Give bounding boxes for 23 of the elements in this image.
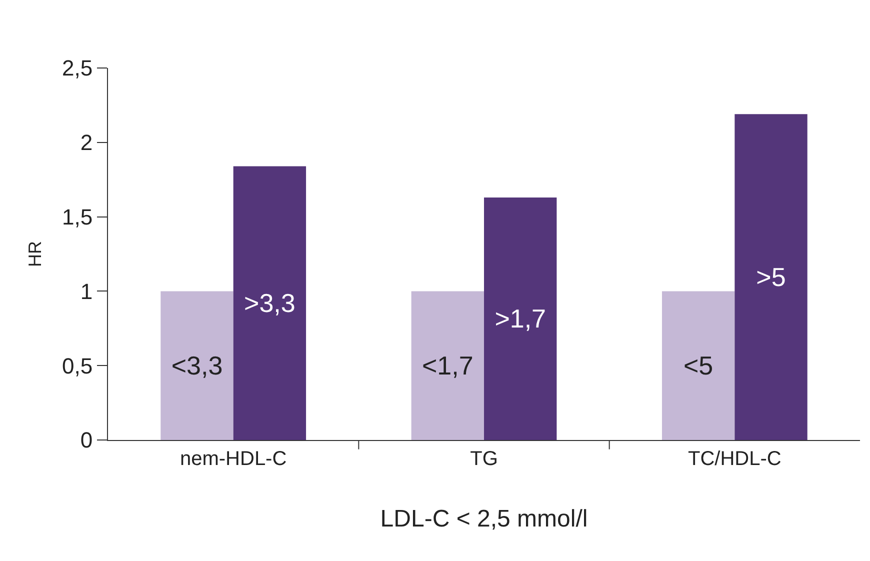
x-axis-title: LDL-C < 2,5 mmol/l [380, 505, 588, 532]
y-tick-label: 2 [80, 130, 93, 156]
data-label: <3,3 [171, 350, 223, 381]
bar [662, 291, 735, 440]
data-label: >1,7 [494, 304, 546, 334]
x-tick-label: TG [470, 448, 498, 470]
bar [411, 291, 484, 440]
bar [233, 166, 306, 440]
bar [734, 114, 808, 440]
bar [484, 197, 557, 440]
y-tick-label: 2,5 [62, 56, 93, 81]
data-label: <1,7 [422, 350, 474, 381]
data-label: >5 [756, 262, 786, 292]
x-tick-label: nem-HDL-C [180, 448, 287, 470]
bar [160, 291, 234, 440]
data-label: >3,3 [244, 288, 296, 318]
y-axis-title: HR [25, 241, 46, 267]
y-tick-label: 0,5 [62, 353, 93, 378]
y-tick-label: 1,5 [62, 204, 93, 230]
x-tick-label: TC/HDL-C [688, 448, 782, 470]
data-label: <5 [683, 350, 714, 381]
y-tick-label: 0 [80, 428, 93, 453]
y-tick-label: 1 [80, 278, 93, 304]
